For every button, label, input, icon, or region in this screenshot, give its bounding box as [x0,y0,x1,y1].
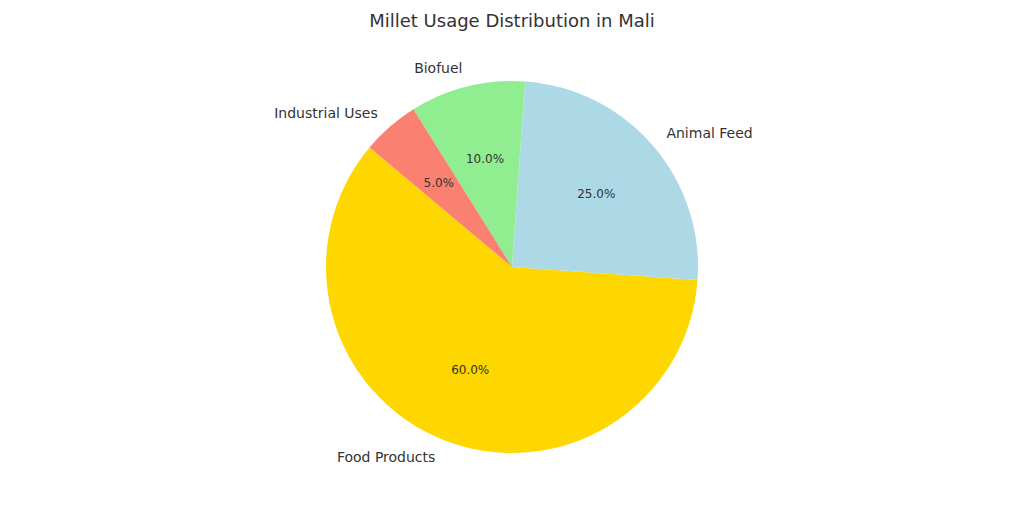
slice-label: Industrial Uses [274,105,378,121]
background [0,0,1024,512]
data-label: 60.0% [451,363,489,377]
slice [512,81,698,280]
labels: Food Products 60.0% Animal Feed 25.0% Biofue… [274,60,752,464]
chart: Millet Usage Distribution in Mali Food Pr… [0,0,1024,512]
data-label: 10.0% [466,152,504,166]
slice-label: Biofuel [414,60,462,76]
slice-label: Animal Feed [666,125,752,141]
data-label: 5.0% [424,176,455,190]
title: Millet Usage Distribution in Mali [369,10,655,31]
slice [370,109,512,267]
slice-label: Food Products [337,449,435,465]
data-label: 25.0% [577,187,615,201]
slices [326,81,698,453]
